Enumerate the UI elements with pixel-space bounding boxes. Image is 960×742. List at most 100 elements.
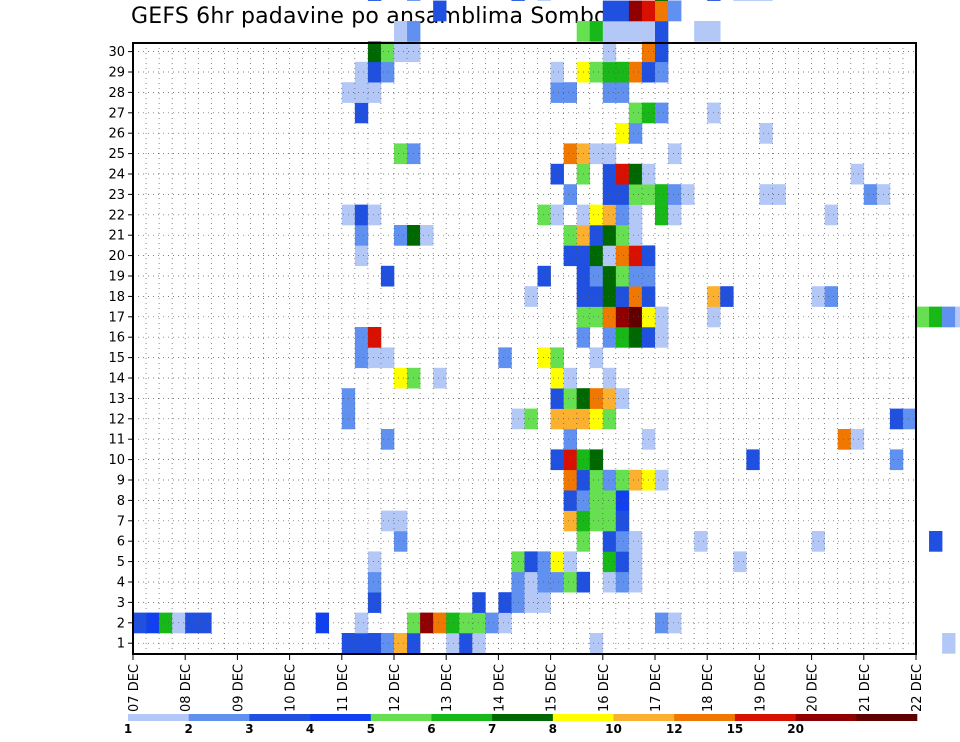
heatmap-cell [733, 0, 747, 1]
heatmap-cell [524, 551, 538, 573]
heatmap-cell [394, 510, 408, 532]
heatmap-cell [628, 123, 643, 144]
heatmap-cell [668, 143, 682, 165]
heatmap-cell [942, 306, 956, 328]
heatmap-cell [655, 102, 669, 124]
heatmap-cell [602, 225, 617, 246]
heatmap-cell [602, 0, 617, 22]
heatmap-cell [615, 82, 630, 103]
y-tick-label: 19 [108, 270, 125, 285]
heatmap-cell [380, 633, 395, 654]
y-tick-label: 30 [108, 45, 125, 60]
heatmap-cell [602, 184, 617, 205]
heatmap-cell [589, 490, 604, 511]
heatmap-cell [380, 61, 395, 83]
heatmap-cell [354, 245, 369, 267]
heatmap-cell [563, 490, 577, 511]
heatmap-cell [394, 633, 408, 654]
heatmap-cell [615, 286, 630, 307]
heatmap-cell [380, 265, 395, 287]
heatmap-cell [602, 531, 617, 552]
heatmap-cell [850, 163, 865, 185]
heatmap-cell [589, 143, 604, 165]
heatmap-cell [602, 306, 617, 328]
heatmap-cell [863, 184, 878, 205]
heatmap-cell [668, 0, 682, 1]
heatmap-cell [615, 204, 630, 226]
heatmap-cell [354, 204, 369, 226]
legend-color-box [310, 714, 372, 721]
heatmap-cell [615, 184, 630, 205]
heatmap-cell [655, 327, 669, 348]
heatmap-cell [550, 551, 564, 573]
heatmap-cell [759, 184, 773, 205]
heatmap-cell [185, 612, 199, 634]
heatmap-cell [550, 82, 564, 103]
heatmap-cell [824, 204, 838, 226]
heatmap-cell [589, 61, 604, 83]
heatmap-cell [498, 347, 512, 369]
heatmap-cell [563, 225, 577, 246]
heatmap-cell [367, 82, 382, 103]
heatmap-cell [929, 306, 943, 328]
heatmap-cell [759, 123, 773, 144]
heatmap-cell [498, 612, 512, 634]
heatmap-cell [367, 0, 382, 1]
heatmap-cell [602, 61, 617, 83]
y-tick-label: 9 [117, 474, 125, 489]
heatmap-cell [602, 82, 617, 103]
legend-color-box [795, 714, 857, 721]
heatmap-cell [407, 0, 421, 1]
heatmap-cell [563, 388, 577, 409]
heatmap-cell [889, 449, 904, 471]
y-tick-label: 6 [117, 535, 125, 550]
heatmap-cell [589, 286, 604, 307]
heatmap-cell [746, 0, 760, 1]
y-tick-label: 28 [108, 86, 125, 101]
heatmap-cell [550, 388, 564, 409]
heatmap-cell [615, 306, 630, 328]
y-tick-label: 16 [108, 331, 125, 346]
heatmap-cell [628, 21, 643, 42]
y-tick-label: 18 [108, 290, 125, 305]
heatmap-cell [615, 551, 630, 573]
heatmap-cell [589, 469, 604, 491]
y-tick-label: 5 [117, 555, 125, 570]
heatmap-cell [589, 347, 604, 369]
heatmap-cell [159, 612, 173, 634]
legend-label: 3 [245, 722, 253, 736]
heatmap-cell [354, 61, 369, 83]
legend-color-box [674, 714, 736, 721]
legend-label: 1 [124, 722, 132, 736]
heatmap-cell [655, 612, 669, 634]
legend-color-box [249, 714, 311, 721]
legend-label: 7 [488, 722, 496, 736]
legend-color-box [188, 714, 250, 721]
legend-label: 8 [549, 722, 557, 736]
y-tick-label: 29 [108, 66, 125, 81]
heatmap-cell [655, 41, 669, 63]
heatmap-cell [772, 184, 786, 205]
heatmap-cell [602, 469, 617, 491]
heatmap-cell [628, 286, 643, 307]
y-tick-label: 21 [108, 229, 125, 244]
heatmap-cell [146, 612, 160, 634]
heatmap-cell [563, 245, 577, 267]
heatmap-cell [394, 143, 408, 165]
heatmap-cell [628, 327, 643, 348]
heatmap-cell [563, 429, 577, 450]
x-tick-label: 22 DEC [910, 664, 925, 712]
heatmap-cell [720, 286, 734, 307]
x-tick-label: 21 DEC [858, 664, 873, 712]
x-tick-label: 11 DEC [336, 664, 351, 712]
heatmap-cell [354, 82, 369, 103]
heatmap-cell [563, 143, 577, 165]
heatmap-cell [354, 633, 369, 654]
heatmap-cell [602, 245, 617, 267]
heatmap-cell [902, 408, 917, 430]
heatmap-cell [602, 21, 617, 42]
heatmap-cell [589, 633, 604, 654]
heatmap-cell [602, 388, 617, 409]
heatmap-cell [537, 265, 551, 287]
heatmap-cell [668, 612, 682, 634]
